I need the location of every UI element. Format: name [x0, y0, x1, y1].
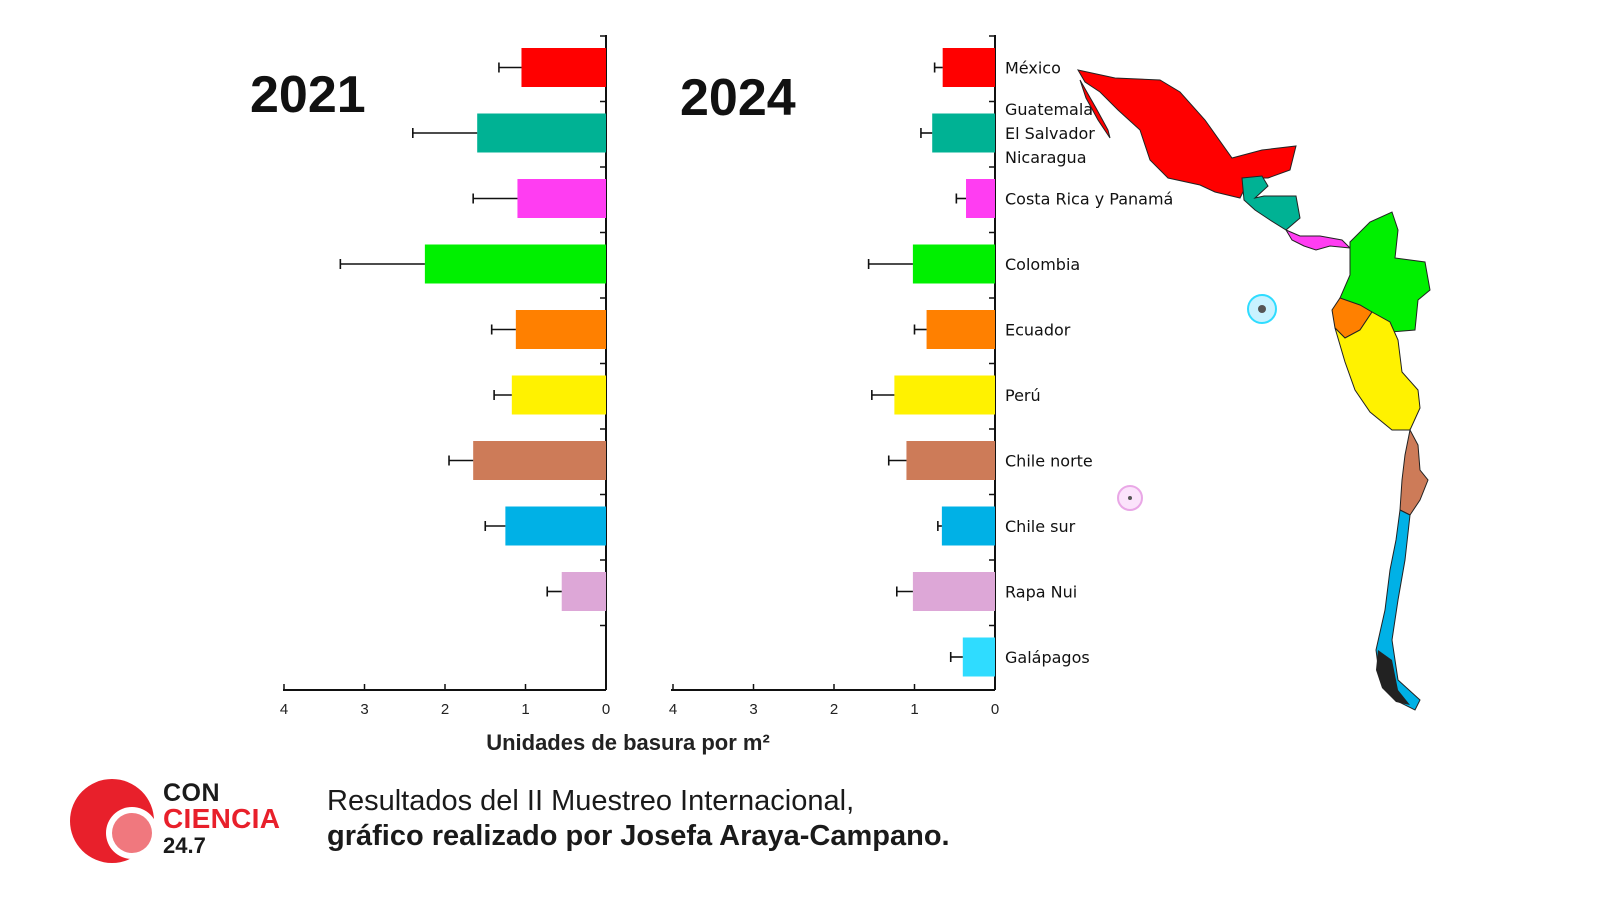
country-label: Chile sur [1005, 517, 1076, 536]
bar [515, 310, 606, 349]
map-region-chile-north [1399, 428, 1429, 516]
bar [912, 572, 995, 611]
logo-number-text: 24.7 [163, 833, 206, 858]
country-label: Perú [1005, 386, 1041, 405]
x-tick-label: 1 [910, 701, 918, 718]
bar [511, 375, 606, 415]
x-tick-label: 0 [602, 701, 610, 718]
bar [926, 310, 995, 349]
x-tick-label: 3 [749, 701, 757, 718]
country-label: Guatemala [1005, 100, 1093, 119]
x-tick-label: 2 [441, 701, 449, 718]
bar [505, 506, 606, 546]
x-tick-label: 3 [360, 701, 368, 718]
country-label: México [1005, 59, 1061, 78]
bar [942, 48, 995, 87]
bar [941, 506, 995, 546]
map-region-costa-rica-panama [1284, 228, 1352, 251]
panel-2024: 4 3 2 1 0 [669, 35, 999, 718]
panel-2021: 4 3 2 1 0 [280, 35, 610, 718]
year-2021-title: 2021 [250, 66, 366, 124]
logo-mark-icon [70, 779, 158, 863]
bar [966, 179, 995, 218]
bar [561, 572, 606, 611]
bar [424, 244, 606, 284]
bar [962, 637, 995, 677]
country-label: Chile norte [1005, 452, 1093, 471]
bar [477, 113, 606, 153]
caption-line-2: gráfico realizado por Josefa Araya-Campa… [327, 820, 950, 852]
country-label: Colombia [1005, 255, 1080, 274]
map-region-central-america [1241, 175, 1301, 231]
year-2024-title: 2024 [680, 69, 796, 127]
map-region-patagonia-islands [1376, 650, 1410, 705]
country-label: Rapa Nui [1005, 583, 1077, 602]
bar [473, 441, 606, 480]
bar [932, 113, 995, 153]
bar [517, 179, 606, 218]
country-label: Nicaragua [1005, 148, 1087, 167]
bar [894, 375, 995, 415]
x-tick-label: 1 [521, 701, 529, 718]
caption: Resultados del II Muestreo Internacional… [327, 785, 950, 853]
bar [521, 48, 606, 87]
bar [906, 441, 995, 480]
caption-line-1: Resultados del II Muestreo Internacional… [327, 785, 855, 817]
x-axis-label: Unidades de basura por m² [486, 730, 770, 755]
logo-con-text: CON [163, 779, 221, 807]
x-tick-label: 4 [280, 701, 288, 718]
country-label: El Salvador [1005, 124, 1095, 143]
x-tick-label: 0 [991, 701, 999, 718]
country-labels: México Guatemala El Salvador Nicaragua Costa… [1005, 59, 1173, 668]
logo: CON CIENCIA 24.7 [68, 775, 288, 870]
bar [912, 244, 995, 284]
country-label: Ecuador [1005, 321, 1071, 340]
map-icon [1076, 69, 1431, 711]
logo-ciencia-text: CIENCIA [163, 803, 281, 834]
country-label: Galápagos [1005, 648, 1090, 667]
x-tick-label: 4 [669, 701, 677, 718]
x-tick-label: 2 [830, 701, 838, 718]
country-label: Costa Rica y Panamá [1005, 190, 1173, 209]
map-region-peru [1334, 311, 1421, 431]
